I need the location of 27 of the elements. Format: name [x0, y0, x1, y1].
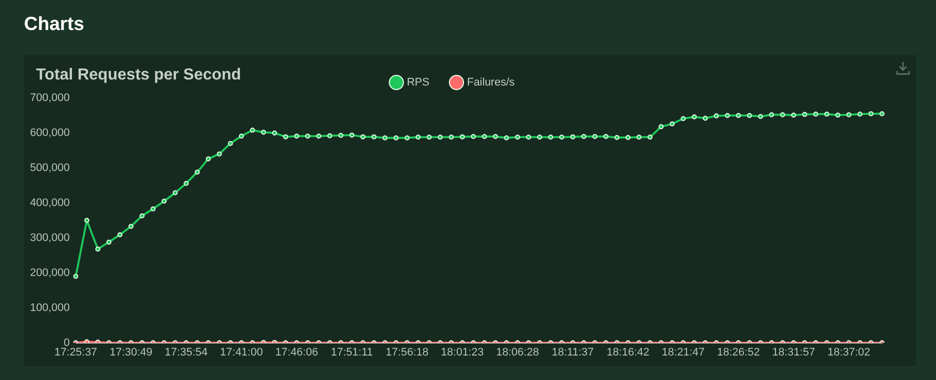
x-tick-label: 18:06:28 — [496, 346, 539, 358]
chart-title: Total Requests per Second — [36, 66, 242, 84]
legend-label: Failures/s — [466, 76, 516, 89]
x-tick-label: 17:25:37 — [54, 346, 98, 358]
text: Charts — [24, 14, 84, 36]
x-tick-label: 17:41:00 — [220, 346, 263, 358]
y-tick-label: 100,000 — [30, 302, 70, 314]
legend-label: RPS — [406, 76, 430, 89]
x-tick-label: 17:51:11 — [330, 346, 373, 358]
y-tick-label: 0 — [64, 336, 70, 349]
y-tick-label: 700,000 — [30, 92, 70, 104]
x-tick-label: 18:26:52 — [717, 346, 760, 358]
x-tick-label: 17:46:06 — [275, 346, 318, 358]
x-tick-label: 18:37:02 — [827, 346, 870, 358]
y-tick-label: 200,000 — [30, 266, 70, 279]
x-tick-label: 18:16:42 — [606, 346, 650, 358]
y-tick-label: 600,000 — [30, 127, 70, 140]
x-tick-label: 18:21:47 — [662, 346, 705, 358]
x-tick-label: 17:35:54 — [164, 346, 208, 358]
x-tick-label: 17:56:18 — [386, 346, 429, 358]
y-tick-label: 300,000 — [30, 232, 70, 244]
x-tick-label: 18:01:23 — [440, 346, 484, 358]
x-tick-label: 18:11:37 — [552, 346, 594, 358]
y-tick-label: 400,000 — [30, 196, 70, 209]
y-tick-label: 500,000 — [30, 162, 70, 174]
x-tick-label: 17:30:49 — [110, 346, 152, 358]
x-tick-label: 18:31:57 — [772, 346, 816, 358]
